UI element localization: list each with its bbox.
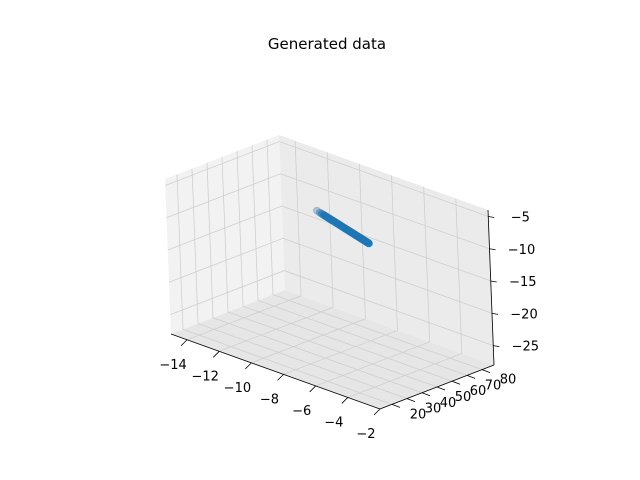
- y-tick-mark: [436, 386, 446, 391]
- x-tick-label: −10: [224, 381, 251, 396]
- z-tick-mark: [490, 280, 497, 283]
- y-tick-label: 30: [425, 402, 442, 417]
- y-tick-label: 40: [440, 396, 457, 411]
- y-tick-label: 60: [470, 384, 487, 399]
- z-axis-line: [487, 209, 495, 366]
- data-point: [364, 239, 373, 248]
- x-tick-label: −4: [324, 416, 343, 431]
- y-tick-label: 80: [500, 373, 517, 388]
- z-tick-mark: [493, 345, 500, 348]
- x-tick-mark: [373, 408, 381, 416]
- x-tick-label: −6: [292, 404, 311, 419]
- y-tick-mark: [481, 369, 491, 374]
- x-tick-label: −8: [260, 392, 279, 407]
- z-tick-mark: [491, 312, 499, 315]
- axes-panes: [165, 135, 494, 409]
- gridline-x-5: [347, 198, 463, 398]
- gridline-z-1: [166, 173, 490, 250]
- y-tick-mark: [391, 403, 401, 408]
- gridline-z-2: [167, 205, 491, 282]
- z-tick-label: −10: [508, 243, 535, 258]
- chart-title: Generated data: [268, 35, 386, 53]
- gridline-y-1: [191, 168, 408, 399]
- gridline-x-3: [283, 175, 398, 375]
- x-tick-mark: [341, 397, 349, 404]
- x-tick-mark: [212, 351, 220, 358]
- gridline-x-0: [186, 140, 302, 341]
- z-tick-label: −25: [512, 340, 539, 355]
- z-tick-label: −5: [511, 211, 530, 226]
- x-tick-mark: [309, 385, 316, 393]
- y-tick-mark: [451, 380, 461, 385]
- gridline-x-2: [251, 163, 366, 364]
- gridline-y-3: [221, 156, 438, 388]
- y-tick-label: 70: [485, 378, 502, 393]
- gridline-z-3: [168, 237, 493, 314]
- y-tick-mark: [421, 392, 431, 397]
- y-tick-mark: [466, 375, 476, 379]
- z-tick-label: −15: [509, 275, 536, 290]
- x-tick-mark: [180, 339, 188, 347]
- x-tick-label: −12: [191, 369, 218, 384]
- y-tick-mark: [406, 398, 416, 402]
- x-tick-mark: [277, 374, 284, 381]
- y-tick-label: 20: [410, 407, 427, 422]
- gridline-x-1: [219, 152, 334, 352]
- x-tick-mark: [245, 362, 252, 370]
- x-tick-label: −2: [356, 427, 375, 442]
- gridline-y-4: [236, 151, 453, 382]
- gridline-y-5: [251, 145, 468, 376]
- x-axis-line: [170, 333, 381, 410]
- gridline-y-6: [266, 139, 483, 370]
- gridline-x-4: [315, 186, 431, 387]
- x-tick-label: −14: [159, 358, 186, 373]
- gridline-z-0: [165, 141, 489, 217]
- y-tick-label: 50: [455, 390, 472, 405]
- z-tick-mark: [488, 216, 495, 218]
- gridline-y-2: [206, 162, 423, 394]
- z-tick-label: −20: [510, 307, 537, 322]
- z-tick-mark: [489, 248, 496, 251]
- gridline-y-0: [176, 174, 393, 405]
- gridline-z-4: [170, 270, 494, 346]
- scatter-points: [312, 206, 373, 248]
